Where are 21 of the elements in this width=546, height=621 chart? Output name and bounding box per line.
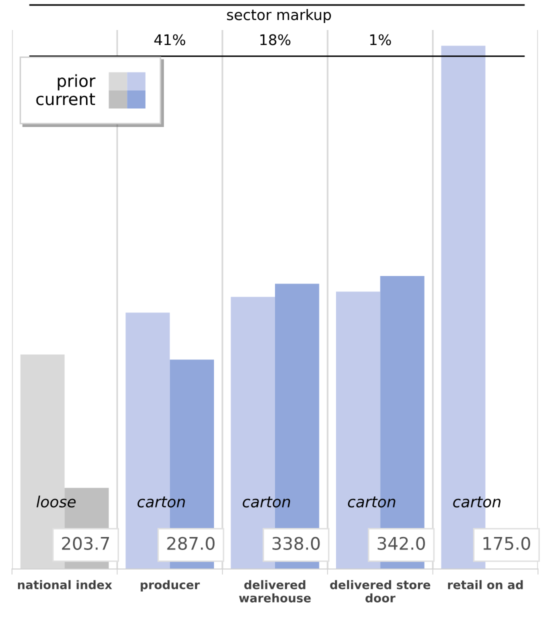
text: 41% (154, 34, 186, 46)
text: 1% (370, 34, 391, 46)
annotation: carton (138, 496, 185, 508)
x-tick-label: delivered store door (330, 580, 430, 602)
annotation: carton (348, 496, 396, 508)
legend-label: prior (58, 74, 96, 90)
legend-label: current (36, 93, 96, 106)
annotation: 338.0 (272, 536, 320, 550)
x-tick-label: delivered warehouse (239, 580, 311, 602)
annotation: 342.0 (378, 536, 425, 550)
x-tick-label: national index (18, 580, 112, 590)
text: sector markup (227, 8, 331, 24)
annotation: carton (242, 496, 290, 508)
annotation: 175.0 (483, 536, 530, 550)
annotation: carton (453, 496, 500, 508)
annotation: 203.7 (62, 536, 110, 550)
annotation: loose (36, 496, 76, 508)
text: 18% (260, 34, 290, 46)
x-tick-label: producer (140, 580, 200, 592)
x-tick-label: retail on ad (448, 580, 523, 590)
annotation: 287.0 (167, 536, 215, 550)
